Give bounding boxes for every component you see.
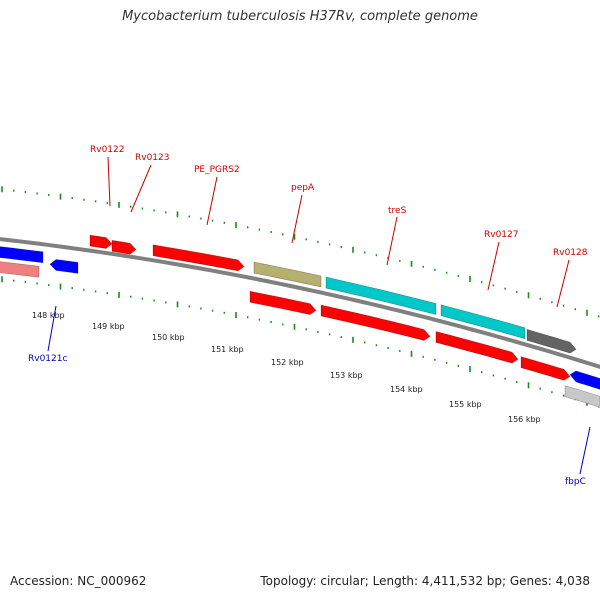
genome-summary-text: Topology: circular; Length: 4,411,532 bp… [260,574,590,588]
fbpc-feature [569,370,600,390]
label-leader [206,176,218,226]
map-title: Mycobacterium tuberculosis H37Rv, comple… [122,9,478,24]
feature-left-blue [0,246,44,264]
label-leaders [47,156,591,475]
rv0128-feature [526,328,577,354]
scale-label: 156 kbp [508,415,541,424]
label-leader [291,194,303,244]
scale-label: 150 kbp [152,333,185,342]
feature-red-2c [435,331,519,364]
feature-left-pink [0,261,40,278]
genome-backbone [0,237,600,369]
scale-labels: 148 kbp 149 kbp 150 kbp 151 kbp 152 kbp 153 k… [32,311,541,424]
gene-label-forward: Rv0123 [135,153,169,163]
tres-feature [325,276,437,315]
outer-tick-ring [1,186,600,318]
scale-label: 151 kbp [211,345,244,354]
label-leader [130,164,152,213]
gene-label-reverse: Rv0121c [28,354,67,364]
gene-label-forward: pepA [291,183,315,193]
feature-red-2d [520,356,571,381]
scale-label: 148 kbp [32,311,65,320]
scale-label: 153 kbp [330,371,363,380]
label-leader [47,305,57,352]
rv0122-feature [89,234,113,249]
label-leader [107,156,111,207]
scale-label: 155 kbp [449,400,482,409]
feature-red-2b [320,304,431,341]
label-leader [487,241,500,291]
pe-pgrs2-feature [152,244,245,272]
label-leader [386,216,398,266]
gene-labels: Rv0122 Rv0123 PE_PGRS2 pepA treS Rv0127 Rv0128… [28,145,588,487]
gene-label-forward: treS [388,206,407,216]
backbone-layer [0,237,600,369]
label-leader [579,426,591,475]
gene-label-forward: Rv0127 [484,230,518,240]
scale-label: 152 kbp [271,358,304,367]
scale-label: 154 kbp [390,385,423,394]
feature-gray-light [564,385,600,408]
feature-track [0,234,600,408]
rv0127-feature [440,304,526,340]
rv0123-feature [111,240,137,255]
scale-label: 149 kbp [92,322,125,331]
gene-label-forward: Rv0122 [90,145,124,155]
rv0121c-feature [49,259,79,274]
gene-label-forward: Rv0128 [553,248,588,258]
accession-text: Accession: NC_000962 [10,574,147,588]
gene-label-reverse: fbpC [565,477,586,487]
pepa-feature [253,261,322,288]
gene-label-forward: PE_PGRS2 [194,165,240,175]
feature-red-2a [249,290,317,315]
label-leader [556,259,570,308]
